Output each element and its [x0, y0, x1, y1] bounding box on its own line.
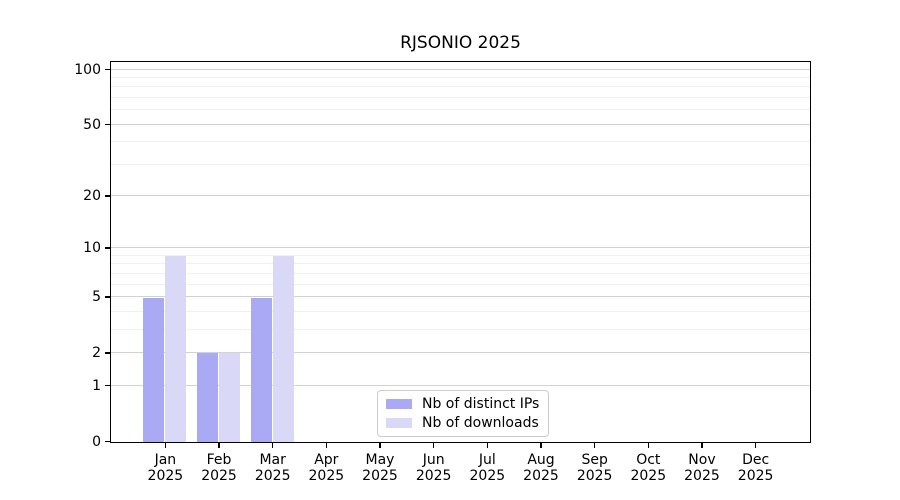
- x-tick-sep: [593, 443, 596, 448]
- x-tick-year: 2025: [147, 468, 184, 484]
- x-tick-month: May: [365, 452, 395, 468]
- x-tick-label-jan: Jan 2025: [128, 452, 202, 484]
- major-gridline-2: [111, 351, 810, 353]
- y-tick-label-50: 50: [83, 116, 101, 133]
- minor-gridline-4: [111, 310, 810, 312]
- y-tick-0: [104, 440, 110, 443]
- x-tick-mar: [271, 443, 274, 448]
- y-tick-20: [104, 195, 110, 197]
- x-tick-year: 2025: [201, 468, 237, 484]
- x-tick-year: 2025: [415, 468, 452, 484]
- x-tick-year: 2025: [576, 468, 613, 484]
- legend: Nb of distinct IPs Nb of downloads: [377, 390, 550, 437]
- minor-gridline-8: [111, 263, 810, 265]
- x-tick-month: Jun: [422, 452, 445, 468]
- minor-gridline-6: [111, 283, 810, 285]
- x-tick-label-jul: Jul 2025: [450, 452, 524, 484]
- x-tick-month: Aug: [527, 452, 555, 468]
- y-tick-label-10: 10: [83, 240, 101, 257]
- x-tick-year: 2025: [254, 468, 291, 484]
- x-tick-month: Mar: [259, 452, 286, 468]
- x-tick-label-oct: Oct 2025: [611, 452, 685, 484]
- x-tick-may: [379, 443, 381, 448]
- x-tick-year: 2025: [523, 468, 559, 484]
- y-tick-label-0: 0: [92, 433, 101, 450]
- x-tick-jun: [432, 443, 435, 448]
- x-tick-oct: [647, 443, 650, 448]
- major-gridline-50: [111, 123, 810, 125]
- x-tick-jul: [486, 443, 489, 448]
- x-tick-label-sep: Sep 2025: [558, 452, 632, 484]
- minor-gridline-80: [111, 86, 810, 88]
- x-tick-year: 2025: [308, 468, 345, 484]
- major-gridline-100: [111, 68, 810, 70]
- x-tick-label-aug: Aug 2025: [504, 452, 578, 484]
- x-tick-month: Oct: [636, 452, 661, 468]
- y-tick-label-100: 100: [74, 61, 101, 78]
- minor-gridline-70: [111, 96, 810, 98]
- x-tick-month: Jan: [154, 452, 177, 468]
- x-tick-label-may: May 2025: [343, 452, 417, 484]
- x-tick-year: 2025: [362, 468, 398, 484]
- y-tick-5: [104, 296, 110, 298]
- bar-downloads-jan: [165, 256, 187, 442]
- legend-swatch-distinct-ips: [386, 399, 412, 409]
- y-tick-100: [104, 68, 110, 71]
- minor-gridline-3: [111, 328, 810, 330]
- chart-title: RJSONIO 2025: [400, 33, 521, 53]
- bar-downloads-feb: [219, 353, 241, 442]
- bar-distinct-ips-feb: [197, 353, 219, 442]
- legend-item-downloads: Nb of downloads: [386, 415, 539, 431]
- x-tick-year: 2025: [630, 468, 667, 484]
- x-tick-label-mar: Mar 2025: [236, 452, 310, 484]
- minor-gridline-30: [111, 163, 810, 165]
- minor-gridline-90: [111, 76, 810, 78]
- minor-gridline-40: [111, 141, 810, 143]
- x-tick-nov: [701, 443, 703, 448]
- legend-swatch-downloads: [386, 418, 412, 428]
- x-tick-label-dec: Dec 2025: [719, 452, 793, 484]
- major-gridline-10: [111, 247, 810, 249]
- x-tick-label-apr: Apr 2025: [289, 452, 363, 484]
- bar-downloads-mar: [272, 256, 294, 442]
- major-gridline-20: [111, 195, 810, 197]
- x-tick-apr: [325, 443, 328, 448]
- y-tick-label-20: 20: [83, 188, 101, 205]
- y-tick-10: [104, 247, 110, 249]
- x-tick-label-nov: Nov 2025: [665, 452, 739, 484]
- y-tick-1: [104, 384, 110, 387]
- x-tick-aug: [540, 443, 542, 448]
- y-tick-label-5: 5: [92, 289, 101, 306]
- minor-gridline-7: [111, 272, 810, 274]
- x-tick-month: Nov: [688, 452, 716, 468]
- legend-label-distinct-ips: Nb of distinct IPs: [422, 396, 540, 412]
- y-tick-label-1: 1: [92, 377, 101, 394]
- minor-gridline-60: [111, 109, 810, 111]
- x-tick-dec: [754, 443, 757, 448]
- x-tick-year: 2025: [684, 468, 720, 484]
- x-tick-month: Apr: [314, 452, 339, 468]
- x-tick-label-jun: Jun 2025: [397, 452, 471, 484]
- bar-distinct-ips-jan: [143, 297, 165, 442]
- y-tick-50: [104, 123, 110, 126]
- plot-area: Nb of distinct IPs Nb of downloads: [110, 61, 811, 443]
- x-tick-label-feb: Feb 2025: [182, 452, 256, 484]
- x-tick-jan: [164, 443, 167, 448]
- legend-label-downloads: Nb of downloads: [422, 415, 539, 431]
- bar-distinct-ips-mar: [250, 297, 272, 442]
- x-tick-feb: [218, 443, 220, 448]
- x-tick-year: 2025: [737, 468, 774, 484]
- y-tick-2: [104, 352, 110, 354]
- major-gridline-5: [111, 296, 810, 298]
- major-gridline-1: [111, 384, 810, 386]
- legend-item-distinct-ips: Nb of distinct IPs: [386, 396, 539, 412]
- x-tick-month: Jul: [478, 452, 496, 468]
- y-tick-label-2: 2: [92, 344, 101, 361]
- x-tick-year: 2025: [469, 468, 506, 484]
- minor-gridline-9: [111, 254, 810, 256]
- x-tick-month: Feb: [206, 452, 232, 468]
- x-tick-month: Sep: [581, 452, 608, 468]
- x-tick-month: Dec: [742, 452, 770, 468]
